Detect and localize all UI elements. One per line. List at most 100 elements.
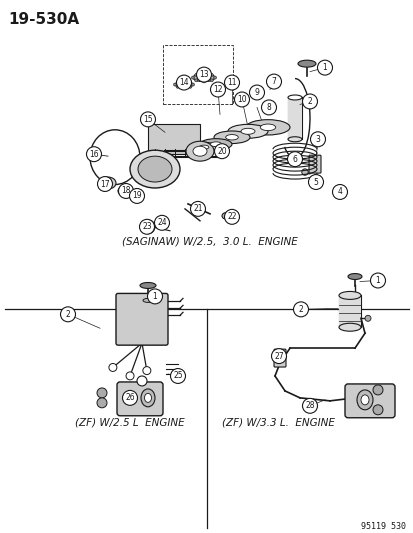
Circle shape (261, 100, 276, 115)
Circle shape (210, 74, 213, 76)
Ellipse shape (347, 273, 361, 279)
Text: 8: 8 (266, 103, 271, 112)
Ellipse shape (199, 139, 231, 150)
Text: 12: 12 (213, 85, 222, 94)
Circle shape (302, 94, 317, 109)
Text: 5: 5 (313, 177, 318, 187)
Circle shape (301, 169, 307, 175)
Circle shape (293, 302, 308, 317)
Circle shape (142, 367, 150, 375)
Bar (287, 98, 301, 139)
Ellipse shape (185, 141, 214, 161)
Ellipse shape (138, 156, 171, 182)
Circle shape (147, 289, 162, 304)
Circle shape (176, 81, 179, 84)
Circle shape (310, 132, 325, 147)
Circle shape (210, 82, 225, 97)
Circle shape (86, 147, 101, 161)
Circle shape (188, 85, 191, 88)
Ellipse shape (142, 298, 153, 302)
Bar (338, 295, 360, 327)
Circle shape (122, 390, 137, 405)
Circle shape (176, 75, 191, 90)
Text: 11: 11 (227, 78, 236, 87)
Circle shape (190, 201, 205, 216)
Circle shape (287, 152, 302, 167)
Circle shape (210, 79, 213, 82)
Text: (SAGINAW) W/2.5,  3.0 L.  ENGINE: (SAGINAW) W/2.5, 3.0 L. ENGINE (122, 237, 297, 247)
Circle shape (140, 112, 155, 127)
Text: 2: 2 (307, 97, 312, 106)
Bar (147, 124, 199, 154)
Circle shape (194, 74, 197, 76)
Circle shape (182, 80, 185, 83)
Text: 13: 13 (199, 70, 208, 79)
Ellipse shape (297, 60, 315, 67)
Circle shape (141, 220, 154, 234)
Ellipse shape (192, 146, 206, 156)
Circle shape (249, 85, 264, 100)
Ellipse shape (144, 393, 151, 402)
Ellipse shape (104, 181, 111, 185)
Circle shape (364, 316, 370, 321)
Text: 95119 530: 95119 530 (360, 522, 405, 531)
Circle shape (170, 368, 185, 383)
Circle shape (311, 178, 319, 186)
Text: 16: 16 (89, 150, 99, 159)
Text: 6: 6 (292, 155, 297, 164)
Text: 15: 15 (143, 115, 152, 124)
Text: 10: 10 (237, 95, 246, 104)
Text: 1: 1 (152, 292, 157, 301)
Text: 18: 18 (121, 187, 131, 196)
Circle shape (188, 81, 191, 84)
Text: 26: 26 (125, 393, 135, 402)
Bar (163, 45, 233, 104)
Ellipse shape (360, 395, 368, 405)
Text: (ZF) W/2.5 L  ENGINE: (ZF) W/2.5 L ENGINE (75, 418, 184, 428)
Circle shape (202, 80, 205, 83)
Circle shape (156, 217, 168, 229)
Ellipse shape (140, 282, 156, 288)
Circle shape (109, 364, 116, 372)
Circle shape (129, 189, 144, 204)
Text: 20: 20 (217, 147, 226, 156)
Ellipse shape (245, 120, 289, 135)
Circle shape (302, 398, 317, 413)
Text: 1: 1 (322, 63, 327, 72)
Circle shape (196, 67, 211, 82)
Circle shape (97, 398, 107, 408)
Ellipse shape (175, 81, 192, 88)
Circle shape (154, 215, 169, 230)
FancyBboxPatch shape (273, 349, 285, 367)
Circle shape (372, 405, 382, 415)
FancyBboxPatch shape (116, 294, 168, 345)
Circle shape (214, 144, 229, 159)
Ellipse shape (221, 212, 231, 219)
Ellipse shape (225, 134, 238, 140)
Circle shape (191, 83, 194, 86)
Circle shape (234, 92, 249, 107)
Ellipse shape (100, 177, 116, 189)
Text: 4: 4 (337, 188, 342, 197)
Circle shape (370, 273, 385, 288)
Ellipse shape (214, 131, 249, 143)
Text: 21: 21 (193, 204, 202, 213)
FancyBboxPatch shape (308, 155, 320, 173)
Text: 7: 7 (271, 77, 276, 86)
Text: 17: 17 (100, 180, 109, 189)
Text: 2: 2 (66, 310, 70, 319)
Circle shape (224, 75, 239, 90)
Circle shape (202, 72, 205, 75)
Text: 9: 9 (254, 88, 259, 97)
Ellipse shape (287, 137, 301, 142)
Text: 19-530A: 19-530A (8, 12, 79, 27)
Circle shape (191, 76, 194, 79)
Ellipse shape (118, 186, 132, 196)
Circle shape (137, 376, 147, 386)
Ellipse shape (260, 124, 275, 131)
Circle shape (224, 209, 239, 224)
Ellipse shape (192, 74, 214, 82)
Text: 14: 14 (179, 78, 188, 87)
Ellipse shape (199, 145, 209, 149)
Ellipse shape (228, 124, 267, 138)
